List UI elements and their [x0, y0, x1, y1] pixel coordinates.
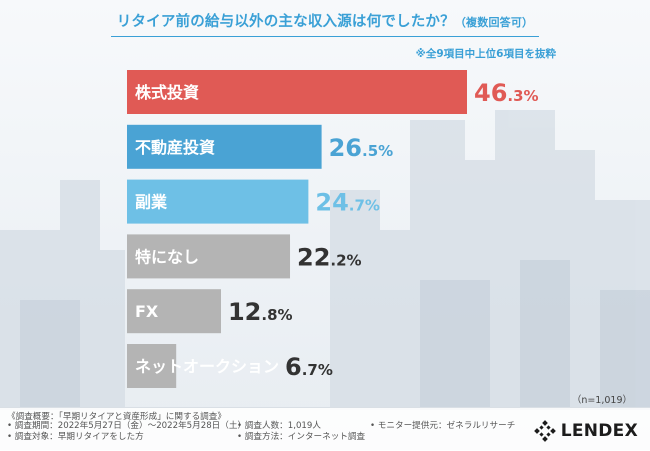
bar-1	[127, 124, 322, 169]
bar-3	[127, 234, 291, 279]
bar-label-1: 不動産投資	[135, 138, 215, 157]
chart-title-wrap: リタイア前の給与以外の主な収入源は何でしたか？（複数回答可）	[0, 10, 650, 37]
value-label-0: 46.3%	[474, 79, 539, 107]
value-label-5: 6.7%	[285, 353, 333, 381]
bar-4	[127, 289, 221, 334]
bar-label-4: FX	[135, 302, 159, 321]
survey-details-col3: • モニター提供元：ゼネラルリサーチ	[370, 421, 516, 431]
survey-details-col2: • 調査人数：1,019人 • 調査方法：インターネット調査	[237, 421, 366, 442]
lendex-logo: LENDEX	[533, 420, 638, 442]
bar-5	[127, 344, 177, 388]
bar-2	[127, 179, 309, 224]
bar-label-5: ネットオークション	[135, 357, 279, 376]
value-label-4: 12.8%	[228, 298, 293, 326]
bar-label-0: 株式投資	[135, 83, 199, 102]
lendex-logo-icon	[533, 420, 556, 442]
bar-0	[127, 70, 467, 114]
value-label-2: 24.7%	[315, 189, 380, 217]
survey-title: 《調査概要：「早期リタイアと資産形成」に関する調査》	[7, 412, 226, 422]
logo-text: LENDEX	[560, 421, 638, 441]
value-label-1: 26.5%	[329, 134, 394, 162]
survey-details-col1: • 調査期間：2022年5月27日（金）〜2022年5月28日（土） • 調査対…	[7, 421, 247, 442]
sample-size-note: （n=1,019）	[571, 395, 632, 406]
bar-label-3: 特になし	[135, 247, 199, 266]
chart-note: ※全9項目中上位6項目を抜粋	[415, 48, 556, 60]
bar-label-2: 副業	[135, 193, 168, 212]
value-label-3: 22.2%	[297, 243, 362, 271]
footer: 《調査概要：「早期リタイアと資産形成」に関する調査》 • 調査期間：2022年5…	[0, 407, 650, 451]
chart-title: リタイア前の給与以外の主な収入源は何でしたか？（複数回答可）	[110, 10, 540, 37]
